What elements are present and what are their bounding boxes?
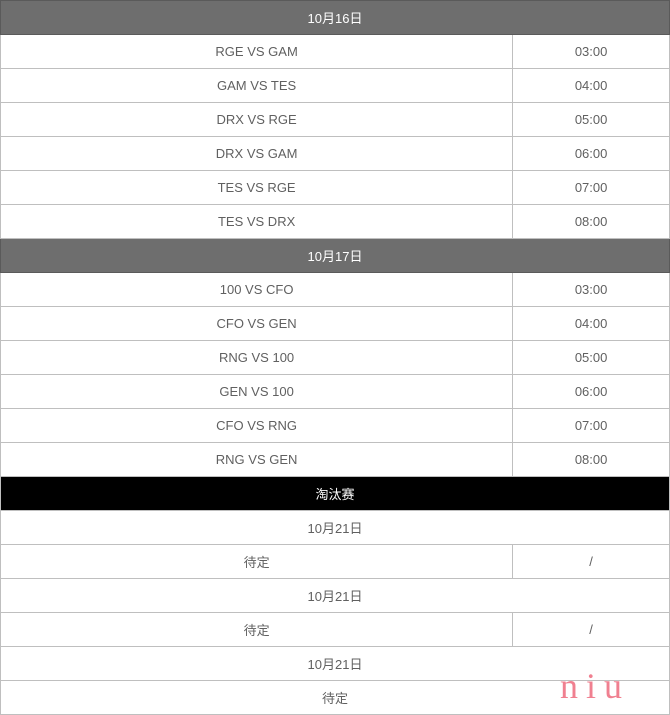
match-row: 待定 [1, 681, 670, 715]
match-cell: DRX VS RGE [1, 103, 513, 137]
match-row: RNG VS GEN 08:00 [1, 443, 670, 477]
match-row: 待定 / [1, 613, 670, 647]
match-row: CFO VS RNG 07:00 [1, 409, 670, 443]
match-cell: 待定 [1, 681, 670, 715]
match-row: 待定 / [1, 545, 670, 579]
time-cell: / [513, 613, 670, 647]
match-cell: GAM VS TES [1, 69, 513, 103]
time-cell: 05:00 [513, 341, 670, 375]
date-header: 10月16日 [1, 1, 670, 35]
match-cell: 100 VS CFO [1, 273, 513, 307]
match-row: TES VS DRX 08:00 [1, 205, 670, 239]
time-cell: 03:00 [513, 273, 670, 307]
time-cell: / [513, 545, 670, 579]
match-row: GEN VS 100 06:00 [1, 375, 670, 409]
time-cell: 07:00 [513, 409, 670, 443]
match-cell: TES VS DRX [1, 205, 513, 239]
date-cell: 10月21日 [1, 647, 670, 681]
match-row: TES VS RGE 07:00 [1, 171, 670, 205]
match-row: DRX VS RGE 05:00 [1, 103, 670, 137]
time-cell: 03:00 [513, 35, 670, 69]
match-cell: GEN VS 100 [1, 375, 513, 409]
date-row: 10月21日 [1, 511, 670, 545]
stage-header-row: 淘汰赛 [1, 477, 670, 511]
time-cell: 08:00 [513, 205, 670, 239]
match-row: CFO VS GEN 04:00 [1, 307, 670, 341]
match-row: RNG VS 100 05:00 [1, 341, 670, 375]
date-header-row: 10月16日 [1, 1, 670, 35]
match-cell: 待定 [1, 613, 513, 647]
match-row: DRX VS GAM 06:00 [1, 137, 670, 171]
match-cell: TES VS RGE [1, 171, 513, 205]
match-cell: RNG VS 100 [1, 341, 513, 375]
match-cell: RNG VS GEN [1, 443, 513, 477]
date-header-row: 10月17日 [1, 239, 670, 273]
match-cell: DRX VS GAM [1, 137, 513, 171]
stage-header: 淘汰赛 [1, 477, 670, 511]
date-row: 10月21日 [1, 579, 670, 613]
time-cell: 04:00 [513, 69, 670, 103]
time-cell: 06:00 [513, 137, 670, 171]
date-row: 10月21日 [1, 647, 670, 681]
schedule-body: 10月16日 RGE VS GAM 03:00 GAM VS TES 04:00… [1, 1, 670, 715]
schedule-table: 10月16日 RGE VS GAM 03:00 GAM VS TES 04:00… [0, 0, 670, 715]
match-cell: 待定 [1, 545, 513, 579]
match-row: GAM VS TES 04:00 [1, 69, 670, 103]
match-row: RGE VS GAM 03:00 [1, 35, 670, 69]
match-cell: CFO VS RNG [1, 409, 513, 443]
time-cell: 05:00 [513, 103, 670, 137]
date-cell: 10月21日 [1, 579, 670, 613]
time-cell: 08:00 [513, 443, 670, 477]
match-cell: CFO VS GEN [1, 307, 513, 341]
match-cell: RGE VS GAM [1, 35, 513, 69]
date-header: 10月17日 [1, 239, 670, 273]
time-cell: 06:00 [513, 375, 670, 409]
date-cell: 10月21日 [1, 511, 670, 545]
time-cell: 07:00 [513, 171, 670, 205]
time-cell: 04:00 [513, 307, 670, 341]
match-row: 100 VS CFO 03:00 [1, 273, 670, 307]
